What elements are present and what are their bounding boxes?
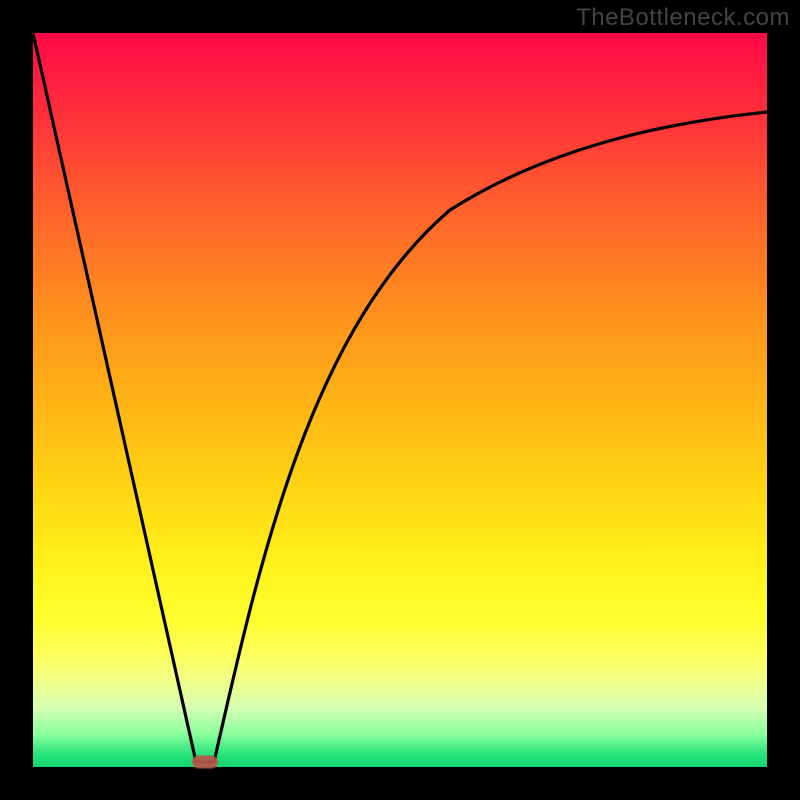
- optimum-marker: [192, 756, 218, 769]
- chart-frame: TheBottleneck.com: [0, 0, 800, 800]
- bottleneck-curve: [33, 33, 767, 767]
- curve-path: [33, 33, 767, 762]
- plot-area: [33, 33, 767, 767]
- watermark-text: TheBottleneck.com: [576, 4, 790, 32]
